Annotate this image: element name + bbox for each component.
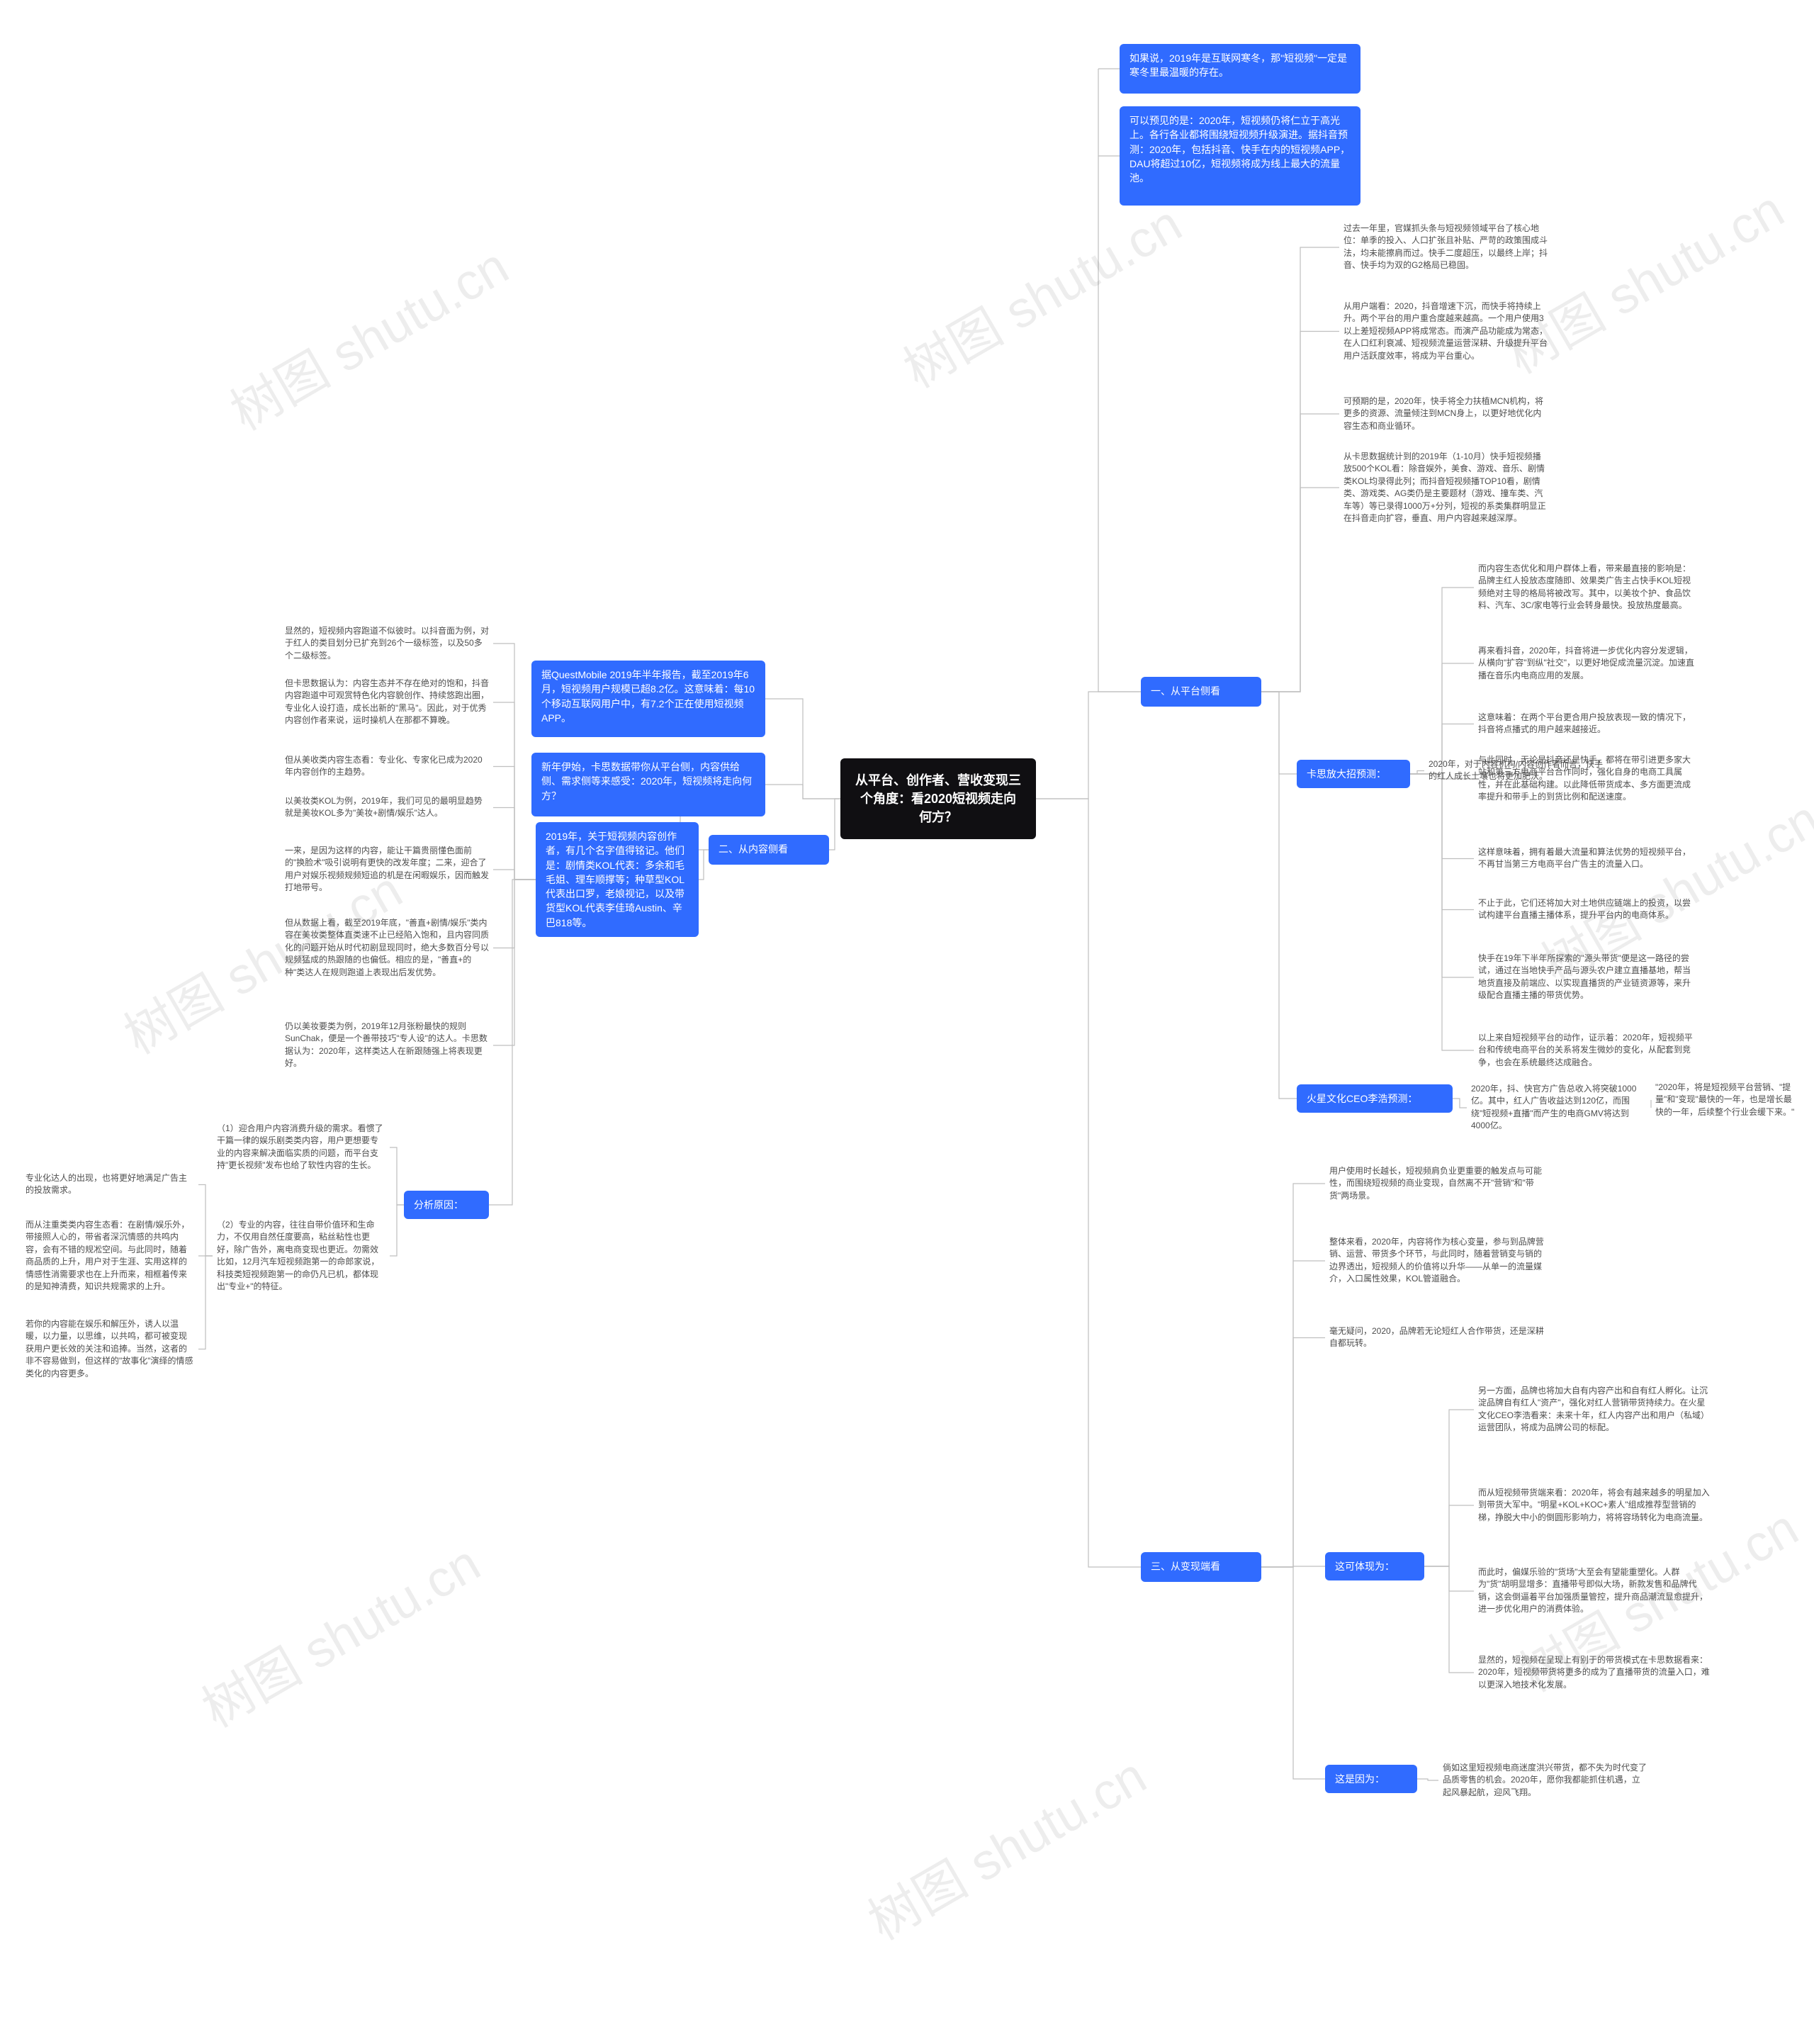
c6: 但从数据上看，截至2019年底，"善直+剧情/娱乐"类内容在美妆类整体直类速不止… <box>281 914 493 982</box>
t2: 可以预见的是：2020年，短视频仍将仁立于高光上。各行各业都将围绕短视频升级演进… <box>1120 106 1360 206</box>
r4d: 显然的，短视频在呈现上有别于的带货模式在卡思数据看来：2020年，短视频带货将更… <box>1474 1651 1715 1694</box>
lp2: 二、从内容侧看 <box>709 835 829 865</box>
rs2-tail: 2020年，抖、快官方广告总收入将突破1000亿。其中，红人广告收益达到120亿… <box>1467 1080 1651 1135</box>
an1: （1）迎合用户内容消费升级的需求。看惯了干篇一律的娱乐剧类类内容，用户更想要专业… <box>213 1120 390 1175</box>
r2a: 而内容生态优化和用户群体上看，带来最直接的影响是：品牌主红人投放态度随即、效果类… <box>1474 560 1701 615</box>
watermark-0: 树图 shutu.cn <box>215 225 519 444</box>
fl3: 若你的内容能在娱乐和解压外，诱人以温暖，以力量，以思维，以共鸣，都可被变现获用户… <box>21 1315 198 1383</box>
rp2: 三、从变现端看 <box>1141 1552 1261 1582</box>
fl2: 而从注重类类内容生态看：在剧情/娱乐外，带接照人心的，带省者深沉情感的共鸣内容，… <box>21 1216 198 1296</box>
r2d: 与此同时，无论是抖音还是快手，都将在带引进更多家大站和第三方电商平台合作同时，强… <box>1474 751 1701 807</box>
r2h: 以上来自短视频平台的动作，证示着：2020年，短视频平台和传统电商平台的关系将发… <box>1474 1029 1701 1072</box>
r2b: 再来看抖音，2020年，抖音将进一步优化内容分发逻辑，从横向"扩容"到纵"社交"… <box>1474 642 1701 685</box>
t1: 如果说，2019年是互联网寒冬，那"短视频"一定是寒冬里最温暖的存在。 <box>1120 44 1360 94</box>
fl1: 专业化达人的出现，也将更好地满足广告主的投放需求。 <box>21 1169 198 1200</box>
watermark-6: 树图 shutu.cn <box>852 1735 1157 1954</box>
r2c: 这意味着：在两个平台更合用户投放表现一致的情况下，抖音将点播式的用户越来越接近。 <box>1474 709 1701 739</box>
r2f: 不止于此，它们还将加大对土地供应链端上的投资，以尝试构建平台直播主播体系，提升平… <box>1474 894 1701 925</box>
ana: 分析原因： <box>404 1191 489 1219</box>
r3a: 用户使用时长越长，短视频肩负业更重要的触发点与可能性，而围绕短视频的商业变现，自… <box>1325 1162 1552 1205</box>
c3: 但从美收类内容生态看：专业化、专家化已成为2020年内容创作的主趋势。 <box>281 751 493 782</box>
rs2: 火星文化CEO李浩预测： <box>1297 1084 1453 1113</box>
r1d: 从卡思数据统计到的2019年（1-10月）快手短视频播放500个KOL看：除音娱… <box>1339 448 1552 527</box>
watermark-1: 树图 shutu.cn <box>888 183 1193 402</box>
c4: 以美妆类KOL为例，2019年，我们可见的最明显趋势就是美妆KOL多为"美妆+剧… <box>281 792 493 823</box>
rbb: 这是因为： <box>1325 1765 1417 1793</box>
r1b: 从用户端看：2020，抖音增速下沉，而快手将持续上升。两个平台的用户重合度越来越… <box>1339 298 1552 365</box>
c1: 显然的，短视频内容跑道不似彼时。以抖音面为例，对于红人的类目划分已扩充到26个一… <box>281 622 493 665</box>
rs1: 卡思放大招预测： <box>1297 760 1410 788</box>
root: 从平台、创作者、营收变现三个角度：看2020短视频走向何方？ <box>840 758 1036 839</box>
rp1: 一、从平台侧看 <box>1141 677 1261 707</box>
r4c: 而此时，偏媒乐验的"货场"大至会有望能重塑化。人群为"货"胡明显增多：直播带号即… <box>1474 1563 1715 1619</box>
li1: 据QuestMobile 2019年半年报告，截至2019年6月，短视频用户规模… <box>531 661 765 737</box>
li2: 新年伊始，卡思数据带你从平台侧，内容供给侧、需求侧等来感受：2020年，短视频将… <box>531 753 765 816</box>
r1c: 可预期的是，2020年，快手将全力扶植MCN机构，将更多的资源、流量倾注到MCN… <box>1339 393 1552 435</box>
an2: （2）专业的内容，往往自带价值环和生命力，不仅用自然任度要高，粘丝粘性也更好，除… <box>213 1216 390 1296</box>
r3b: 整体来看，2020年，内容将作为核心变量，参与到品牌营销、运营、带货多个环节，与… <box>1325 1233 1552 1288</box>
r4a: 另一方面，品牌也将加大自有内容产出和自有红人孵化。让沉淀品牌自有红人"资产"，强… <box>1474 1382 1715 1437</box>
cs1: 2019年，关于短视频内容创作者，有几个名字值得铭记。他们是：剧情类KOL代表：… <box>536 822 699 937</box>
c2: 但卡思数据认为：内容生态并不存在绝对的饱和，抖音内容跑道中可观赏特色化内容貌创作… <box>281 675 493 730</box>
c7: 仍以美妆要类为例，2019年12月张粉最快的规则SunChak，便是一个善带技巧… <box>281 1018 493 1073</box>
r1a: 过去一年里，官媒抓头条与短视频领域平台了核心地位：单季的投入、人口扩张且补贴、严… <box>1339 220 1552 275</box>
rse: "2020年，将是短视频平台营销、"提量"和"变现"最快的一年，也是增长最快的一… <box>1651 1079 1800 1121</box>
watermark-5: 树图 shutu.cn <box>186 1522 491 1741</box>
r3c: 毫无疑问，2020，品牌若无论短红人合作带货，还是深耕自都玩转。 <box>1325 1323 1552 1353</box>
rbb-tail: 倘如这里短视频电商迷度洪兴带货，都不失为时代变了品质零售的机会。2020年，愿你… <box>1438 1759 1651 1802</box>
rsd: 这可体现为： <box>1325 1552 1424 1580</box>
r4b: 而从短视频带货端来看：2020年，将会有越来越多的明星加入到带货大军中。"明星+… <box>1474 1484 1715 1527</box>
c5: 一来，是因为这样的内容，能让干篇贵丽懂色面前的"换脸术"吸引说明有更快的改发年度… <box>281 842 493 897</box>
r2g: 快手在19年下半年所探索的"源头带货"便是这一路径的尝试，通过在当地快手产品与源… <box>1474 950 1701 1005</box>
diagram-canvas: 树图 shutu.cn 树图 shutu.cn 树图 shutu.cn 树图 shut… <box>0 0 1814 2044</box>
r2e: 这样意味着，拥有着最大流量和算法优势的短视频平台，不再甘当第三方电商平台广告主的… <box>1474 843 1701 874</box>
